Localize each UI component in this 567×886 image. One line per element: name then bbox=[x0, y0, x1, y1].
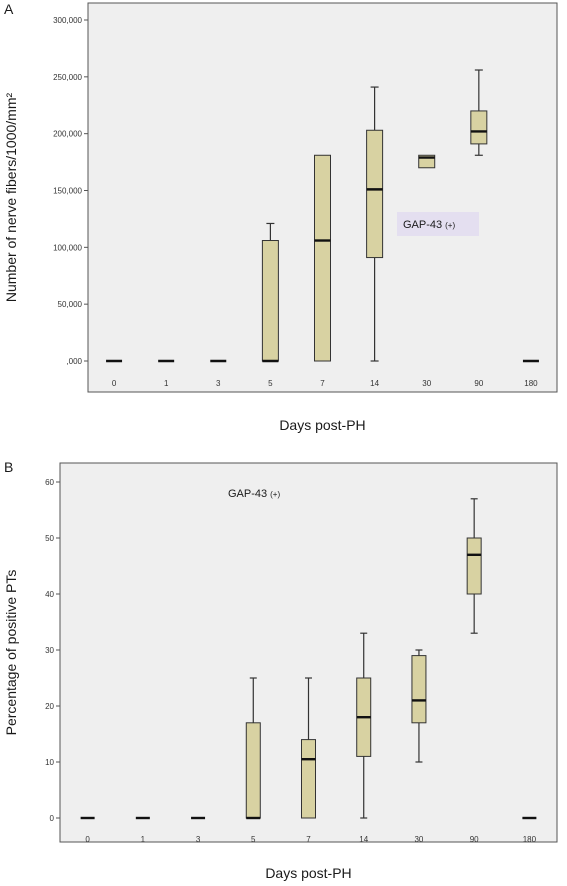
x-tick-label: 7 bbox=[306, 835, 311, 844]
x-tick-label: 1 bbox=[164, 379, 169, 388]
x-tick-label: 3 bbox=[216, 379, 221, 388]
y-tick-label: 200,000 bbox=[53, 130, 82, 139]
annotation-label: GAP-43 (+) bbox=[403, 219, 455, 231]
x-tick-label: 7 bbox=[320, 379, 325, 388]
x-tick-label: 180 bbox=[523, 835, 537, 844]
y-tick-label: 30 bbox=[45, 646, 54, 655]
x-tick-label: 0 bbox=[112, 379, 117, 388]
x-tick-label: 3 bbox=[196, 835, 201, 844]
x-tick-label: 180 bbox=[524, 379, 538, 388]
annotation-text: GAP-43 bbox=[228, 488, 267, 500]
box-plot-7 bbox=[301, 677, 316, 819]
y-tick-label: 250,000 bbox=[53, 73, 82, 82]
annotation-box bbox=[397, 212, 479, 236]
box-iqr bbox=[366, 129, 384, 259]
y-tick-label: 40 bbox=[45, 590, 54, 599]
y-tick-label: 20 bbox=[45, 702, 54, 711]
box-iqr bbox=[466, 537, 482, 595]
box-iqr bbox=[470, 110, 488, 145]
x-tick-label: 90 bbox=[474, 379, 483, 388]
x-tick-label: 0 bbox=[85, 835, 90, 844]
box-plot-14 bbox=[366, 86, 384, 362]
box-iqr bbox=[301, 739, 316, 819]
box-plot-30 bbox=[418, 154, 436, 169]
x-tick-label: 14 bbox=[370, 379, 379, 388]
y-tick-label: 100,000 bbox=[53, 243, 82, 252]
box-plot-30 bbox=[411, 649, 427, 763]
panel-label: A bbox=[4, 1, 14, 17]
y-tick-label: 0 bbox=[50, 814, 55, 823]
annotation-suffix: (+) bbox=[270, 490, 280, 499]
y-tick-label: 10 bbox=[45, 758, 54, 767]
chart-panel-a: A ,000 50,000 100,000 150,000 200,000 250,000 3… bbox=[3, 1, 558, 433]
x-tick-label: 30 bbox=[422, 379, 431, 388]
x-tick-label: 5 bbox=[268, 379, 273, 388]
box-plot-90 bbox=[470, 69, 488, 156]
box-iqr bbox=[261, 240, 279, 362]
box-plot-90 bbox=[466, 498, 482, 634]
box-plot-5 bbox=[261, 222, 279, 363]
annotation-suffix: (+) bbox=[445, 221, 455, 230]
annotation-text: GAP-43 bbox=[403, 219, 442, 231]
x-tick-label: 5 bbox=[251, 835, 256, 844]
y-tick-label: 60 bbox=[45, 478, 54, 487]
box-iqr bbox=[411, 655, 427, 724]
y-tick-label: 300,000 bbox=[53, 16, 82, 25]
chart-panel-b: B 0 10 20 30 40 50 60 0 1 3 5 7 14 30 90 180 Days post-PH… bbox=[3, 459, 558, 881]
y-tick-label: ,000 bbox=[66, 357, 82, 366]
x-tick-label: 90 bbox=[470, 835, 479, 844]
box-iqr bbox=[245, 722, 261, 819]
annotation-label: GAP-43 (+) bbox=[228, 488, 280, 500]
y-axis-title: Number of nerve fibers/1000/mm² bbox=[3, 93, 19, 303]
x-axis-title: Days post-PH bbox=[265, 865, 351, 881]
y-tick-label: 50 bbox=[45, 534, 54, 543]
box-plot-7 bbox=[314, 154, 331, 362]
box-plot-14 bbox=[356, 632, 372, 819]
y-tick-label: 50,000 bbox=[58, 300, 83, 309]
x-tick-label: 30 bbox=[414, 835, 423, 844]
panel-label: B bbox=[4, 459, 13, 475]
box-iqr bbox=[314, 154, 331, 362]
x-tick-label: 1 bbox=[141, 835, 146, 844]
y-axis-title: Percentage of positive PTs bbox=[3, 570, 19, 736]
box-plot-5 bbox=[245, 677, 261, 820]
x-axis-title: Days post-PH bbox=[279, 417, 365, 433]
y-tick-label: 150,000 bbox=[53, 187, 82, 196]
x-tick-label: 14 bbox=[359, 835, 368, 844]
